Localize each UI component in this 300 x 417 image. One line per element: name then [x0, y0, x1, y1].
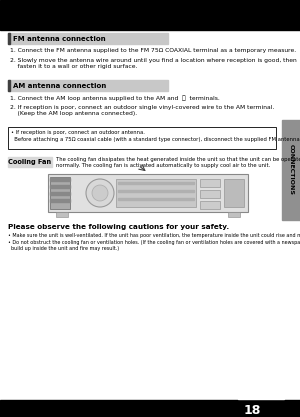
Bar: [200, 190, 220, 198]
Text: The cooling fan dissipates the heat generated inside the unit so that the unit c: The cooling fan dissipates the heat gene…: [56, 157, 300, 162]
Bar: [50, 178, 70, 181]
Text: FM antenna connection: FM antenna connection: [13, 35, 106, 42]
Bar: [8, 80, 168, 91]
Bar: [8, 33, 168, 44]
Text: 2. If reception is poor, connect an outdoor single vinyl-covered wire to the AM : 2. If reception is poor, connect an outd…: [10, 105, 274, 110]
Text: Before attaching a 75Ω coaxial cable (with a standard type connector), disconnec: Before attaching a 75Ω coaxial cable (wi…: [11, 137, 300, 142]
Text: normally. The cooling fan is activated automatically to supply cool air to the u: normally. The cooling fan is activated a…: [56, 163, 270, 168]
Bar: [50, 185, 70, 188]
Text: 1. Connect the AM loop antenna supplied to the AM and  ⌵  terminals.: 1. Connect the AM loop antenna supplied …: [10, 95, 220, 100]
Bar: [8, 157, 52, 167]
Bar: [118, 190, 194, 192]
Text: • If reception is poor, connect an outdoor antenna.: • If reception is poor, connect an outdo…: [11, 130, 145, 135]
Text: Cooling Fan: Cooling Fan: [8, 159, 52, 165]
Bar: [238, 397, 284, 399]
Bar: [50, 177, 70, 209]
Text: AM antenna connection: AM antenna connection: [13, 83, 106, 88]
Text: (Keep the AM loop antenna connected).: (Keep the AM loop antenna connected).: [10, 111, 137, 116]
Bar: [50, 199, 70, 201]
Bar: [118, 182, 194, 184]
Text: 18: 18: [243, 404, 261, 417]
Text: • Do not obstruct the cooling fan or ventilation holes. (If the cooling fan or v: • Do not obstruct the cooling fan or ven…: [8, 240, 300, 245]
Bar: [8, 33, 10, 44]
Bar: [228, 212, 240, 217]
Bar: [8, 127, 276, 149]
Bar: [118, 198, 194, 200]
Text: fasten it to a wall or other rigid surface.: fasten it to a wall or other rigid surfa…: [10, 64, 137, 69]
Bar: [56, 212, 68, 217]
Text: 2. Slowly move the antenna wire around until you find a location where reception: 2. Slowly move the antenna wire around u…: [10, 58, 297, 63]
Circle shape: [92, 185, 108, 201]
Text: Please observe the following cautions for your safety.: Please observe the following cautions fo…: [8, 224, 229, 230]
Bar: [200, 201, 220, 209]
Text: CONNECTIONS: CONNECTIONS: [289, 145, 293, 196]
Text: • Make sure the unit is well-ventilated. If the unit has poor ventilation, the t: • Make sure the unit is well-ventilated.…: [8, 233, 300, 238]
Bar: [224, 179, 244, 207]
Bar: [8, 80, 10, 91]
Text: 1. Connect the FM antenna supplied to the FM 75Ω COAXIAL terminal as a temporary: 1. Connect the FM antenna supplied to th…: [10, 48, 296, 53]
Bar: [200, 179, 220, 187]
Bar: [0, 400, 300, 417]
Bar: [48, 174, 248, 212]
Text: build up inside the unit and fire may result.): build up inside the unit and fire may re…: [8, 246, 119, 251]
Bar: [116, 179, 196, 207]
Bar: [0, 0, 300, 30]
Bar: [50, 192, 70, 194]
Circle shape: [86, 179, 114, 207]
Bar: [282, 120, 300, 220]
